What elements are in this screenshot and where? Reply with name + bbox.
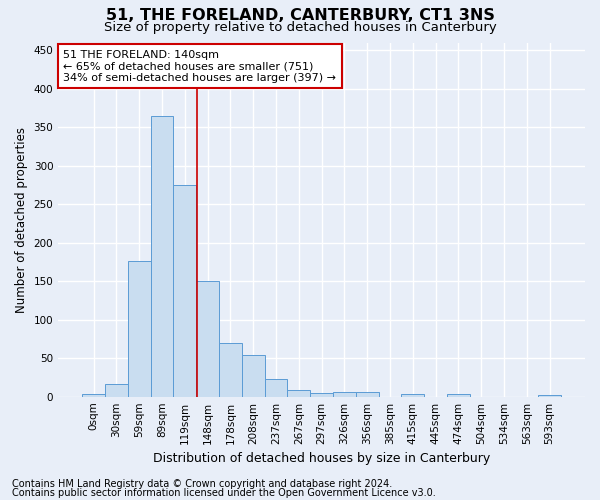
Bar — [356, 392, 379, 396]
Bar — [151, 116, 173, 396]
Bar — [401, 394, 424, 396]
Bar — [265, 379, 287, 396]
Bar — [196, 281, 219, 396]
Bar — [219, 343, 242, 396]
Bar — [333, 392, 356, 396]
Text: Contains public sector information licensed under the Open Government Licence v3: Contains public sector information licen… — [12, 488, 436, 498]
X-axis label: Distribution of detached houses by size in Canterbury: Distribution of detached houses by size … — [153, 452, 490, 465]
Bar — [242, 355, 265, 397]
Bar — [447, 394, 470, 396]
Bar — [310, 393, 333, 396]
Text: Contains HM Land Registry data © Crown copyright and database right 2024.: Contains HM Land Registry data © Crown c… — [12, 479, 392, 489]
Text: Size of property relative to detached houses in Canterbury: Size of property relative to detached ho… — [104, 21, 496, 34]
Bar — [287, 390, 310, 396]
Bar — [128, 261, 151, 396]
Text: 51 THE FORELAND: 140sqm
← 65% of detached houses are smaller (751)
34% of semi-d: 51 THE FORELAND: 140sqm ← 65% of detache… — [64, 50, 337, 83]
Y-axis label: Number of detached properties: Number of detached properties — [15, 126, 28, 312]
Bar — [105, 384, 128, 396]
Bar — [538, 395, 561, 396]
Text: 51, THE FORELAND, CANTERBURY, CT1 3NS: 51, THE FORELAND, CANTERBURY, CT1 3NS — [106, 8, 494, 22]
Bar — [173, 185, 196, 396]
Bar — [82, 394, 105, 396]
